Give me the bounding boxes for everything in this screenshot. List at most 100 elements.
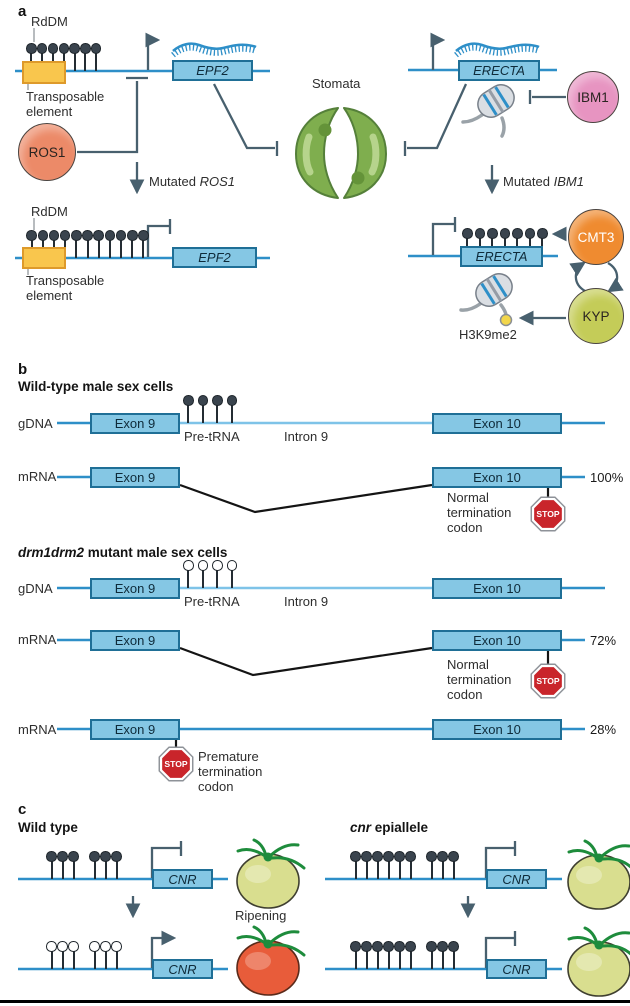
methylation-lollipops-cnr-epi-top-1 xyxy=(350,851,416,879)
unmethyl-mark-icon xyxy=(89,941,100,969)
unmethyl-mark-icon xyxy=(111,941,122,969)
methyl-mark-icon xyxy=(115,230,127,258)
methyl-mark-icon xyxy=(350,851,361,879)
cnr-gene-box-wt-top: CNR xyxy=(152,869,213,889)
mutated-ibm1-label: Mutated IBM1 xyxy=(503,174,584,189)
exon9-box-gdna-wt: Exon 9 xyxy=(90,413,180,434)
normal-termination-label-wt: Normal termination codon xyxy=(447,490,512,535)
epf2-gene-box-wt: EPF2 xyxy=(172,60,253,81)
histone-tail xyxy=(461,113,484,124)
methyl-mark-icon xyxy=(486,228,499,256)
stop-sign-72: STOP xyxy=(530,663,566,699)
promoter-blocked-cnr-wt xyxy=(150,841,183,878)
tomato-unripe-epi-top xyxy=(567,839,630,910)
epf2-gene-box-mut: EPF2 xyxy=(172,247,257,268)
promoter-blocked-cnr-epi-bottom xyxy=(484,931,517,968)
unmethyl-mark-icon xyxy=(210,560,225,588)
cnr-gene-box-epi-top: CNR xyxy=(486,869,547,889)
ripening-label: Ripening xyxy=(235,908,287,923)
exon9-box-mrna-72: Exon 9 xyxy=(90,630,180,651)
mutant-title-rest: mutant male sex cells xyxy=(84,545,228,560)
methyl-mark-icon xyxy=(536,228,549,256)
exon10-box-gdna-wt: Exon 10 xyxy=(432,413,562,434)
erecta-gene-box-mut: ERECTA xyxy=(460,246,543,267)
methylation-lollipops-cnr-epi-bottom-1 xyxy=(350,941,416,969)
methyl-mark-icon xyxy=(138,230,149,258)
transposable-element-box-mut xyxy=(22,247,66,269)
methylation-lollipops-cnr-wt-top-2 xyxy=(89,851,122,879)
guard-cell-highlight-left xyxy=(302,133,314,176)
tomato-unripe-epi-bottom xyxy=(567,926,630,997)
methyl-mark-icon xyxy=(26,43,37,71)
stop-text: STOP xyxy=(536,676,559,686)
splice-junction-wt xyxy=(179,483,433,514)
unmethyl-mark-icon xyxy=(46,941,57,969)
stop-text: STOP xyxy=(164,759,187,769)
unmethylated-lollipops-cnr-wt-bottom-1 xyxy=(46,941,79,969)
methyl-mark-icon xyxy=(383,851,394,879)
histone-tail xyxy=(459,302,482,312)
methyl-mark-icon xyxy=(448,851,459,879)
transposable-element-label-wt: Transposable element xyxy=(26,89,105,119)
cnr-epiallele-title: cnr epiallele xyxy=(350,820,428,835)
unmethyl-mark-icon xyxy=(196,560,211,588)
methyl-mark-icon xyxy=(511,228,524,256)
intron9-label-wt: Intron 9 xyxy=(284,429,329,444)
splice-junction-72 xyxy=(179,646,433,677)
methyl-mark-icon xyxy=(68,851,79,879)
guard-cell-highlight-right xyxy=(368,133,380,176)
ibm1-gene-name: IBM1 xyxy=(553,174,584,189)
unmethyl-mark-icon xyxy=(68,941,79,969)
percent-normal-splice: 72% xyxy=(590,633,617,648)
methyl-mark-icon xyxy=(437,941,448,969)
unmethyl-mark-icon xyxy=(57,941,68,969)
panel-b-label: b xyxy=(18,361,28,378)
ibm1-protein-circle: IBM1 xyxy=(567,71,619,123)
methyl-mark-icon xyxy=(426,941,437,969)
methyl-mark-icon xyxy=(127,230,138,258)
drm1drm2-gene-name: drm1drm2 xyxy=(18,545,85,560)
percent-intron-retained: 28% xyxy=(590,722,617,737)
h3k9me2-label: H3K9me2 xyxy=(459,327,517,342)
methyl-mark-icon xyxy=(104,230,116,258)
epiallele-title-rest: epiallele xyxy=(371,820,429,835)
methyl-mark-icon xyxy=(100,851,111,879)
exon10-box-mrna-28: Exon 10 xyxy=(432,719,562,740)
wild-type-title: Wild type xyxy=(18,820,78,835)
rddm-label-wt: RdDM xyxy=(31,14,68,29)
mutated-prefix: Mutated xyxy=(503,174,554,189)
stop-sign-wt: STOP xyxy=(530,496,566,532)
methyl-mark-icon xyxy=(361,941,372,969)
mrna-label-28: mRNA xyxy=(18,722,57,737)
methyl-mark-icon xyxy=(57,851,68,879)
wildtype-cells-title: Wild-type male sex cells xyxy=(18,379,174,394)
cnr-gene-name: cnr xyxy=(350,820,372,835)
cmt3-to-kyp-cycle-arrow xyxy=(607,262,624,293)
unmethyl-mark-icon xyxy=(100,941,111,969)
exon10-box-gdna-mut: Exon 10 xyxy=(432,578,562,599)
methyl-mark-icon xyxy=(461,228,474,256)
unmethyl-mark-icon xyxy=(181,560,196,588)
methyl-mark-icon xyxy=(426,851,437,879)
figure-bottom-rule xyxy=(0,1000,630,1003)
methyl-mark-icon xyxy=(196,395,211,423)
promoter-blocked-epf2 xyxy=(146,219,172,257)
methyl-mark-icon xyxy=(47,43,59,71)
exon10-box-mrna-wt: Exon 10 xyxy=(432,467,562,488)
pre-trna-label-mut: Pre-tRNA xyxy=(184,594,240,609)
stop-sign-premature: STOP xyxy=(158,746,194,782)
stomata-illustration xyxy=(295,107,387,199)
promoter-arrow-erecta-active xyxy=(430,32,446,70)
methylation-lollipops-cnr-epi-top-2 xyxy=(426,851,459,879)
normal-termination-label-72: Normal termination codon xyxy=(447,657,512,702)
methyl-mark-icon xyxy=(394,851,405,879)
methylation-lollipops-pretrna-wt xyxy=(181,395,239,423)
promoter-active-cnr-wt xyxy=(150,930,177,968)
methyl-mark-icon xyxy=(46,851,57,879)
methyl-mark-icon xyxy=(210,395,225,423)
premature-termination-label: Premature termination codon xyxy=(198,749,263,794)
mutated-ros1-label: Mutated ROS1 xyxy=(149,174,235,189)
methyl-mark-icon xyxy=(111,851,122,879)
